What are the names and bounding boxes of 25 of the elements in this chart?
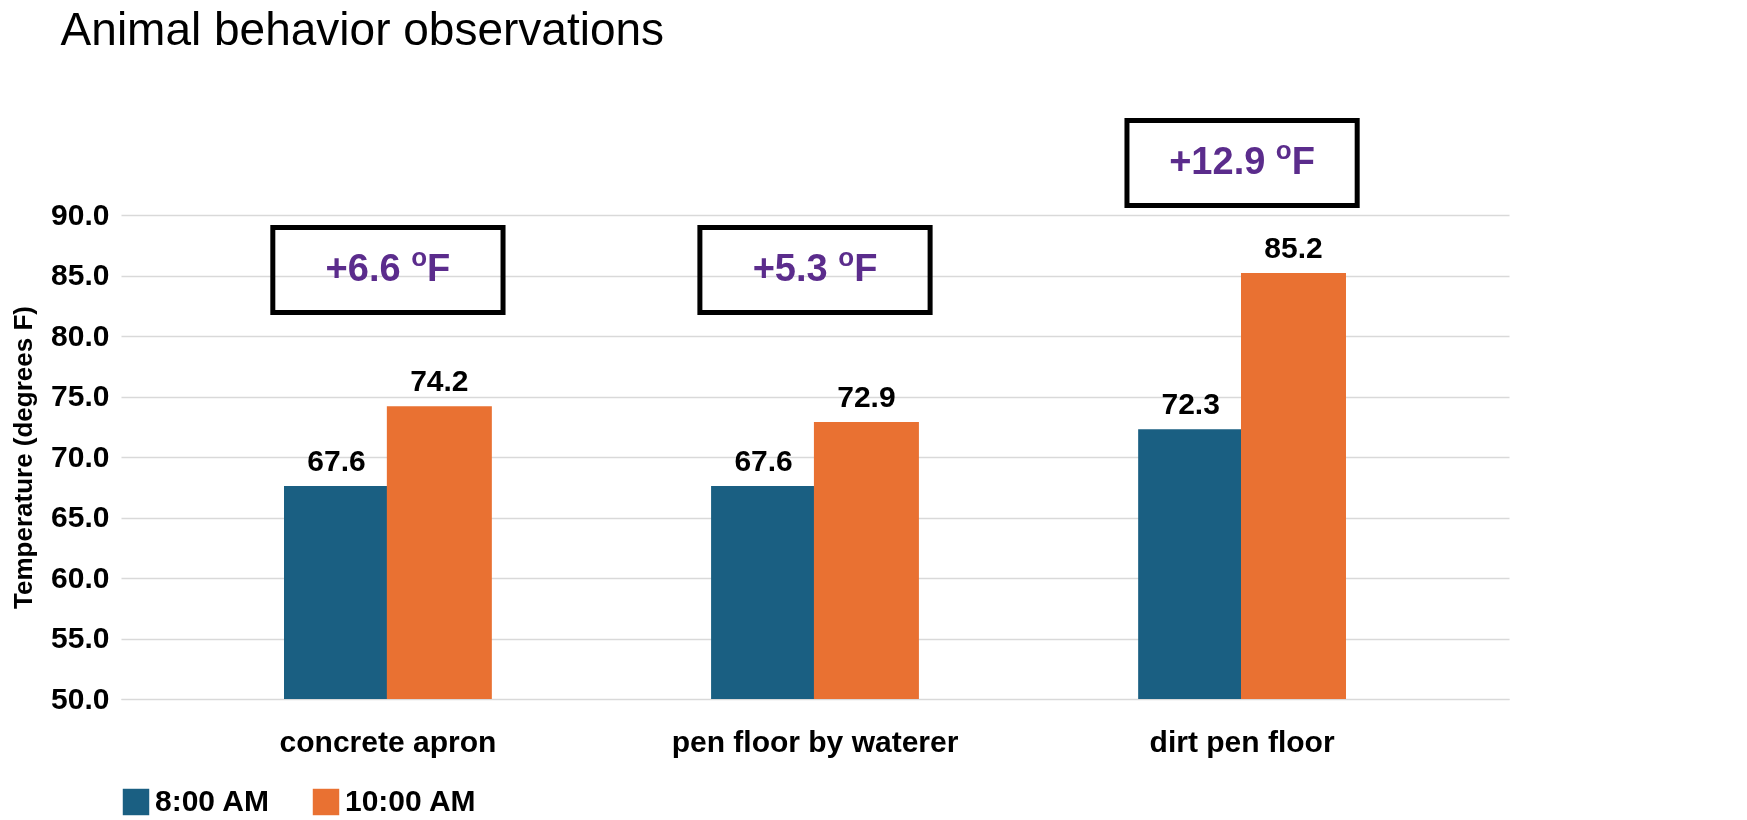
x-tick-label: dirt pen floor bbox=[1149, 724, 1335, 758]
y-tick-label: 90.0 bbox=[51, 197, 110, 231]
y-tick-label: 60.0 bbox=[51, 560, 110, 594]
x-tick-label: concrete apron bbox=[279, 724, 497, 758]
y-tick-label: 75.0 bbox=[51, 379, 110, 412]
y-tick-label: 50.0 bbox=[51, 681, 110, 715]
y-tick-label: 80.0 bbox=[51, 318, 110, 352]
y-axis-title: Temperature (degrees F) bbox=[8, 306, 39, 609]
legend-label: 10:00 AM bbox=[345, 784, 476, 817]
data-label: 67.6 bbox=[734, 444, 793, 478]
y-tick-label: 85.0 bbox=[51, 258, 110, 291]
data-label: 72.9 bbox=[837, 379, 896, 413]
y-tick-label: 70.0 bbox=[51, 439, 110, 473]
annotation: +6.6 $^{o}$F bbox=[325, 242, 451, 289]
chart-title: Animal behavior observations bbox=[60, 3, 665, 56]
y-tick-label: 65.0 bbox=[51, 500, 110, 533]
legend-label: 8:00 AM bbox=[155, 784, 269, 817]
text: +12.9 $^{o}$F bbox=[1169, 135, 1315, 182]
data-label: 85.2 bbox=[1264, 231, 1323, 265]
data-label: 72.3 bbox=[1161, 387, 1220, 421]
data-label: 74.2 bbox=[410, 364, 469, 398]
y-tick-label: 55.0 bbox=[51, 621, 110, 654]
annotation: +5.3 $^{o}$F bbox=[752, 242, 878, 289]
x-tick-label: pen floor by waterer bbox=[671, 724, 959, 758]
data-label: 67.6 bbox=[307, 444, 366, 478]
